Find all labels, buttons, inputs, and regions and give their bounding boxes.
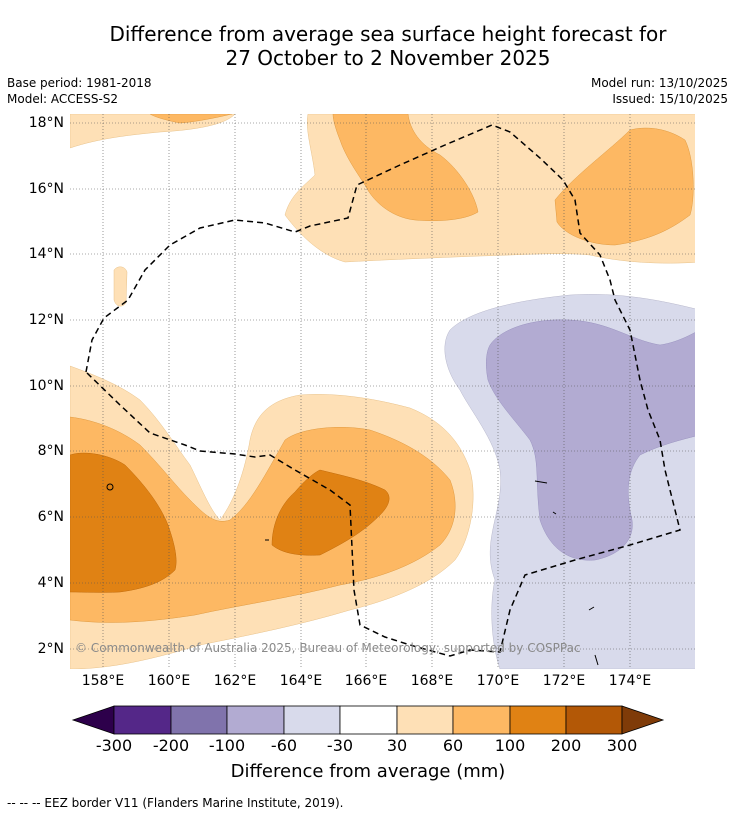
meta-left: Base period: 1981-2018 Model: ACCESS-S2 <box>7 75 152 107</box>
small-islands <box>106 480 599 666</box>
base-period: Base period: 1981-2018 <box>7 76 152 90</box>
contour-neg-60 <box>486 319 695 561</box>
colorbar-tick: 30 <box>386 736 408 755</box>
colorbar-bin-2 <box>170 705 228 735</box>
lat-label-8n: 8°N <box>37 443 64 459</box>
model-run: Model run: 13/10/2025 <box>590 76 728 90</box>
colorbar-tick: -30 <box>326 736 354 755</box>
lon-label-172e: 172°E <box>542 673 586 689</box>
lat-label-2n: 2°N <box>37 641 64 657</box>
legend-footnote: -- -- -- EEZ border V11 (Flanders Marine… <box>7 796 344 810</box>
title-line-2: 27 October to 2 November 2025 <box>225 46 551 70</box>
colorbar-bin-6 <box>396 705 454 735</box>
contour-pos-60-nw <box>149 114 233 124</box>
colorbar-arrow-low <box>71 705 115 735</box>
colorbar-tick: 100 <box>494 736 526 755</box>
contour-pos-100-central <box>271 469 390 556</box>
colorbar-tick: -200 <box>152 736 190 755</box>
lon-label-158e: 158°E <box>81 673 125 689</box>
map-title: Difference from average sea surface heig… <box>0 22 736 70</box>
colorbar-bin-1 <box>113 705 172 735</box>
lon-label-166e: 166°E <box>344 673 388 689</box>
lon-label-170e: 170°E <box>476 673 520 689</box>
colorbar-bin-9 <box>565 705 623 735</box>
colorbar-tick: -60 <box>270 736 298 755</box>
lat-label-12n: 12°N <box>28 312 64 328</box>
colorbar-tick: 300 <box>606 736 638 755</box>
model-name: Model: ACCESS-S2 <box>7 92 119 106</box>
colorbar-bin-3 <box>226 705 285 735</box>
map-area <box>70 114 695 669</box>
lon-label-174e: 174°E <box>608 673 652 689</box>
eez-border <box>85 124 681 657</box>
colorbar-bin-4 <box>283 705 341 735</box>
colorbar-arrow-high <box>621 705 665 735</box>
contour-pos-small <box>113 266 128 307</box>
colorbar-label-text: Difference from average (mm) <box>230 761 506 782</box>
lon-label-164e: 164°E <box>279 673 323 689</box>
lat-label-18n: 18°N <box>28 115 64 131</box>
colorbar-tick: 60 <box>442 736 464 755</box>
title-line-1: Difference from average sea surface heig… <box>109 22 667 46</box>
colorbar-bin-7 <box>452 705 511 735</box>
colorbar-tick: -100 <box>208 736 246 755</box>
contour-pos-60-north-a <box>332 114 479 221</box>
contour-pos-100-west <box>70 452 177 593</box>
contour-pos-30-nw <box>70 114 236 149</box>
colorbar-bin-5 <box>339 705 398 735</box>
lat-label-6n: 6°N <box>37 509 64 525</box>
lat-label-4n: 4°N <box>37 575 64 591</box>
colorbar-label: Difference from average (mm) <box>0 761 736 782</box>
contour-pos-60-north-b <box>554 127 694 246</box>
lat-label-16n: 16°N <box>28 181 64 197</box>
colorbar-tick: 200 <box>550 736 582 755</box>
lon-label-160e: 160°E <box>147 673 191 689</box>
issued-date: Issued: 15/10/2025 <box>612 92 728 106</box>
grid-lines <box>70 114 695 669</box>
colorbar-tick: -300 <box>95 736 133 755</box>
colorbar-bin-8 <box>509 705 567 735</box>
meta-right: Model run: 13/10/2025 Issued: 15/10/2025 <box>591 75 728 107</box>
lat-label-14n: 14°N <box>28 246 64 262</box>
lon-label-162e: 162°E <box>213 673 257 689</box>
colorbar <box>71 705 665 735</box>
copyright-notice: © Commonwealth of Australia 2025, Bureau… <box>75 641 581 655</box>
lat-label-10n: 10°N <box>28 378 64 394</box>
lon-label-168e: 168°E <box>410 673 454 689</box>
